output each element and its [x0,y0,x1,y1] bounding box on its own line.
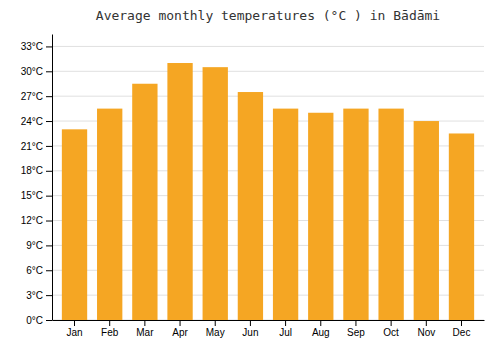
x-tick: Jul [279,320,292,338]
x-tick-mark [426,320,427,326]
y-tick-mark [46,270,52,271]
y-tick-mark [46,121,52,122]
y-tick: 12°C [21,215,52,226]
y-tick-label: 6°C [26,265,43,276]
y-tick-label: 24°C [21,116,43,127]
x-tick-label: Jun [242,327,258,338]
y-tick-label: 15°C [21,190,43,201]
y-tick-mark [46,196,52,197]
x-tick: Nov [417,320,435,338]
y-tick-label: 3°C [26,290,43,301]
y-tick: 33°C [21,41,52,52]
x-tick-label: Feb [101,327,119,338]
x-tick-label: Jan [66,327,82,338]
x-tick-mark [109,320,110,326]
y-tick-label: 0°C [26,315,43,326]
x-tick-mark [285,320,286,326]
grid-line [52,71,484,72]
y-tick-label: 18°C [21,165,43,176]
y-tick-mark [46,46,52,47]
x-tick: Sep [347,320,365,338]
bar [273,109,298,320]
y-tick: 3°C [26,290,52,301]
y-axis-line [52,35,53,321]
bar [132,84,157,320]
title: Average monthly temperatures (°C ) in Bā… [96,8,440,23]
x-axis-line [53,320,485,321]
y-tick-label: 33°C [21,41,43,52]
bar [203,67,228,320]
x-tick: Feb [101,320,119,338]
x-tick-mark [250,320,251,326]
y-tick-label: 30°C [21,66,43,77]
x-tick-mark [144,320,145,326]
y-tick: 21°C [21,141,52,152]
y-tick: 18°C [21,165,52,176]
x-tick-label: May [206,327,225,338]
y-tick-label: 12°C [21,215,43,226]
y-axis: 0°C 3°C 6°C 9°C 12°C 15°C 18°C 21°C 24°C 27°C 30°C… [21,35,53,326]
bar [343,109,368,320]
x-tick: Aug [312,320,330,338]
y-tick-mark [46,221,52,222]
x-tick-label: Mar [136,327,154,338]
x-tick-label: Sep [347,327,365,338]
x-tick-mark [215,320,216,326]
y-tick: 27°C [21,91,52,102]
y-tick: 9°C [26,240,52,251]
x-tick-mark [180,320,181,326]
grid-line [52,96,484,97]
x-tick-label: Apr [172,327,188,338]
x-tick: Oct [383,320,399,338]
y-tick: 24°C [21,116,52,127]
bar [167,63,192,320]
x-tick: Dec [453,320,471,338]
x-tick-label: Dec [453,327,471,338]
bar [414,121,439,320]
y-tick: 30°C [21,66,52,77]
y-tick-label: 27°C [21,91,43,102]
y-tick: 6°C [26,265,52,276]
x-tick: Apr [172,320,188,338]
x-tick-mark [461,320,462,326]
x-tick-label: Aug [312,327,330,338]
bar [97,109,122,320]
bars [62,63,474,320]
y-tick-mark [46,71,52,72]
plot: 0°C 3°C 6°C 9°C 12°C 15°C 18°C 21°C 24°C 27°C 30°C… [21,35,485,339]
bar [378,109,403,320]
bar [449,133,474,320]
x-tick: Jun [242,320,258,338]
grid-line [52,46,484,47]
y-tick-mark [46,146,52,147]
y-tick-mark [46,295,52,296]
y-tick-label: 21°C [21,141,43,152]
x-tick-label: Jul [279,327,292,338]
x-tick-mark [74,320,75,326]
x-tick: May [206,320,225,338]
y-tick: 15°C [21,190,52,201]
x-tick-label: Oct [383,327,399,338]
x-tick: Jan [66,320,82,338]
y-tick: 0°C [26,315,52,326]
x-tick-mark [320,320,321,326]
x-tick: Mar [136,320,154,338]
x-tick-label: Nov [417,327,435,338]
x-axis: Jan Feb Mar Apr May Jun Jul Aug Sep Oct Nov Dec [53,320,485,338]
bar [308,113,333,320]
x-tick-mark [355,320,356,326]
x-tick-mark [391,320,392,326]
chart: 0°C 3°C 6°C 9°C 12°C 15°C 18°C 21°C 24°C 27°C 30°C… [0,0,500,350]
y-tick-label: 9°C [26,240,43,251]
y-tick-mark [46,320,52,321]
bar [238,92,263,320]
y-tick-mark [46,96,52,97]
y-tick-mark [46,171,52,172]
bar [62,129,87,320]
y-tick-mark [46,245,52,246]
grid [52,46,484,320]
